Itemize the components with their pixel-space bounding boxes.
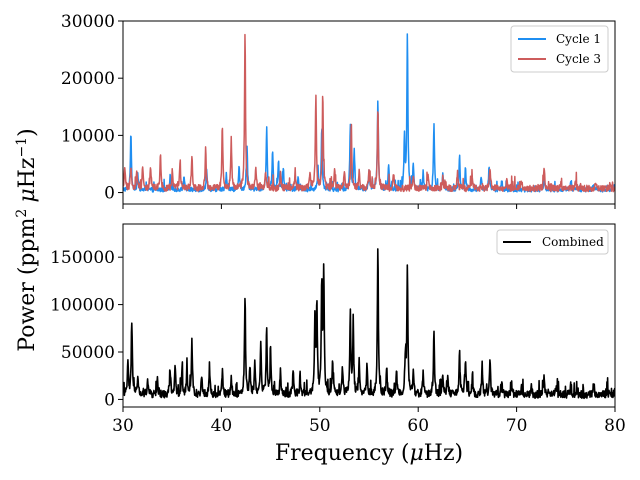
bottom-ytick-label-0: 0 xyxy=(104,390,115,410)
top-axes-frame xyxy=(122,20,616,205)
y-axis-label-suffix: ) xyxy=(15,128,40,137)
legend-label-combined: Combined xyxy=(542,235,604,249)
legend-label-cycle-3: Cycle 3 xyxy=(556,52,601,66)
top-legend: Cycle 1 Cycle 3 xyxy=(510,25,609,73)
top-ytick-label-3: 30000 xyxy=(61,12,115,32)
bottom-legend-box xyxy=(496,229,609,255)
top-series-line-cycle-3 xyxy=(123,33,615,193)
x-axis-label-prefix: Frequency ( xyxy=(275,441,410,466)
top-ticks-group: 0 10000 20000 30000 xyxy=(61,12,616,209)
bottom-xtick-label-3: 60 xyxy=(407,416,429,436)
y-axis-label-mu: μ xyxy=(15,188,40,202)
bottom-legend: Combined xyxy=(496,229,609,255)
bottom-ytick-label-1: 50000 xyxy=(61,343,115,363)
bottom-series-group xyxy=(123,248,615,400)
top-panel: 0 10000 20000 30000 Cycle 1 Cycle 3 xyxy=(61,12,616,209)
bottom-xtick-label-2: 50 xyxy=(309,416,331,436)
bottom-series-line-combined xyxy=(123,248,615,400)
bottom-panel: 0 50000 100000 150000 30 40 50 60 70 80 Combined xyxy=(50,223,626,436)
top-series-group xyxy=(123,33,615,193)
bottom-ytick-label-3: 150000 xyxy=(50,248,115,268)
x-axis-label: Frequency (μHz) xyxy=(275,441,463,466)
top-ytick-label-1: 10000 xyxy=(61,126,115,146)
bottom-xtick-label-0: 30 xyxy=(112,416,134,436)
top-legend-box xyxy=(510,25,609,73)
top-ytick-label-2: 20000 xyxy=(61,69,115,89)
bottom-ticks-group: 0 50000 100000 150000 30 40 50 60 70 80 xyxy=(50,248,626,436)
bottom-ytick-label-2: 100000 xyxy=(50,296,115,316)
bottom-xtick-label-1: 40 xyxy=(211,416,233,436)
bottom-xtick-label-5: 80 xyxy=(604,416,626,436)
x-axis-label-suffix: Hz) xyxy=(424,441,463,466)
legend-label-cycle-1: Cycle 1 xyxy=(556,32,601,46)
y-axis-label-sup1: 2 xyxy=(14,209,30,218)
y-axis-label-sup2: −1 xyxy=(14,137,30,158)
bottom-axes-frame xyxy=(122,223,616,408)
y-axis-label-prefix: Power (ppm xyxy=(15,217,40,351)
bottom-xtick-label-4: 70 xyxy=(506,416,528,436)
y-axis-label: Power (ppm2 μHz−1) xyxy=(14,128,40,351)
x-axis-label-mu: μ xyxy=(409,441,423,466)
y-axis-label-hz: Hz xyxy=(15,158,40,189)
top-ytick-label-0: 0 xyxy=(104,184,115,204)
